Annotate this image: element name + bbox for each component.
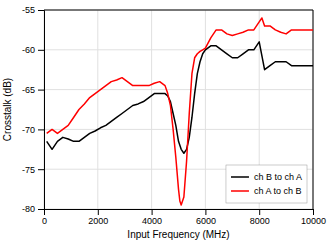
x-tick: 4000: [142, 209, 162, 226]
x-tick-mark: [259, 209, 260, 215]
x-tick: 8000: [250, 209, 270, 226]
x-tick: 2000: [88, 209, 108, 226]
x-axis-title: Input Frequency (MHz): [127, 229, 229, 240]
y-tick-label: -65: [22, 85, 35, 95]
y-tick: -75: [22, 165, 44, 175]
series-line: [47, 18, 313, 205]
grid-line-y: [44, 49, 313, 50]
legend-item: ch A to ch B: [231, 186, 302, 196]
y-tick-label: -55: [22, 5, 35, 15]
x-tick-label: 8000: [250, 216, 270, 226]
x-tick: 6000: [196, 209, 216, 226]
x-tick-label: 0: [42, 216, 47, 226]
series-line: [47, 42, 313, 153]
y-tick-label: -75: [22, 165, 35, 175]
y-tick: -80: [22, 204, 44, 214]
x-tick-label: 2000: [88, 216, 108, 226]
chart: 0 2000 4000 6000 8000 10000 -80 -75 -70 -65 -60 -55…: [0, 0, 327, 243]
y-tick: -70: [22, 125, 44, 135]
y-axis-line: [38, 11, 45, 210]
grid-line-x: [205, 10, 206, 209]
x-axis-line: [45, 210, 314, 216]
y-tick-mark: [38, 209, 44, 210]
grid-line-y: [44, 89, 313, 90]
grid-line-x: [151, 10, 152, 209]
grid-line-y: [44, 129, 313, 130]
x-tick-label: 6000: [196, 216, 216, 226]
legend-label: ch A to ch B: [254, 186, 302, 196]
grid-line-y: [44, 10, 313, 11]
grid-line-x: [313, 10, 314, 209]
lines: [47, 18, 313, 205]
grid: [44, 10, 313, 209]
y-tick: -65: [22, 85, 44, 95]
x-tick: 10000: [301, 209, 326, 226]
y-tick-mark: [38, 129, 44, 130]
y-tick-label: -80: [22, 204, 35, 214]
legend-box: [226, 165, 307, 203]
y-tick: -60: [22, 45, 44, 55]
y-tick-mark: [38, 169, 44, 170]
y-axis-title: Crosstalk (dB): [2, 78, 13, 141]
legend-label: ch B to ch A: [254, 172, 302, 182]
y-axis: -80 -75 -70 -65 -60 -55: [22, 5, 45, 214]
x-tick-mark: [205, 209, 206, 215]
x-tick-mark: [152, 209, 153, 215]
x-tick: 0: [42, 209, 47, 226]
plot: 0 2000 4000 6000 8000 10000 -80 -75 -70 -65 -60 -55…: [22, 5, 326, 226]
y-tick-mark: [38, 10, 44, 11]
y-tick-mark: [38, 90, 44, 91]
legend: ch B to ch A ch A to ch B: [226, 165, 307, 203]
frame-top: [44, 10, 313, 11]
x-tick-mark: [313, 209, 314, 215]
y-tick-label: -70: [22, 125, 35, 135]
legend-swatch: [231, 190, 249, 192]
x-axis: 0 2000 4000 6000 8000 10000: [42, 209, 326, 226]
legend-swatch: [231, 176, 249, 178]
frame-right: [313, 10, 314, 209]
y-tick: -55: [22, 5, 44, 15]
x-tick-mark: [98, 209, 99, 215]
y-tick-label: -60: [22, 45, 35, 55]
x-tick-label: 4000: [142, 216, 162, 226]
y-tick-mark: [38, 50, 44, 51]
x-tick-label: 10000: [301, 216, 326, 226]
grid-line-x: [97, 10, 98, 209]
legend-item: ch B to ch A: [231, 172, 302, 182]
